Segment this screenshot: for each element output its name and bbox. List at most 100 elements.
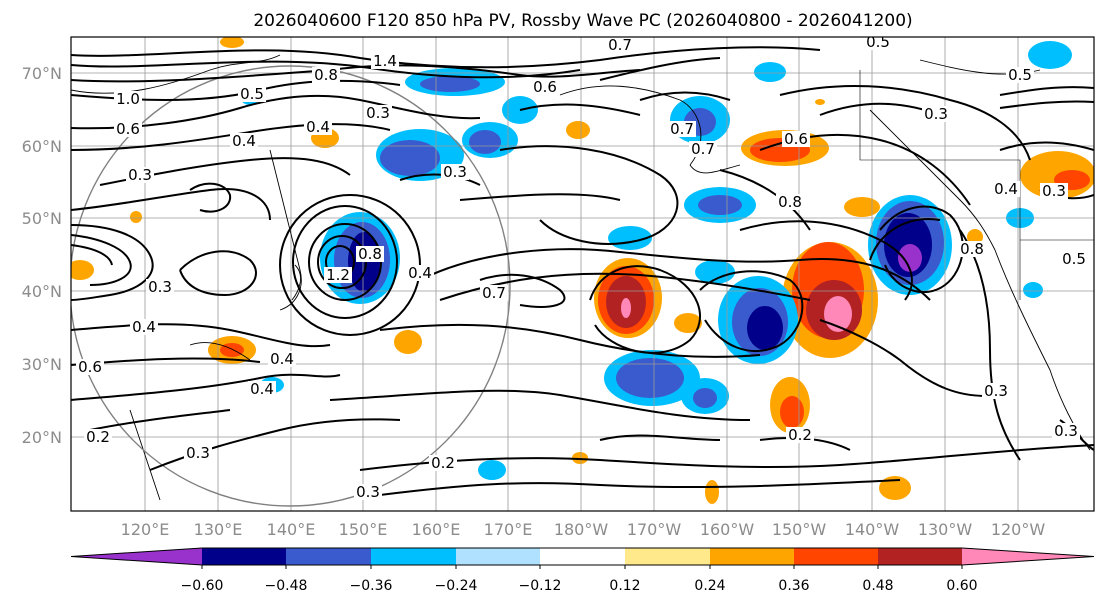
contour-label: 0.4 — [306, 118, 330, 136]
contour-label: 0.3 — [443, 163, 467, 181]
contour-label: 0.3 — [356, 483, 380, 501]
contour-label: 0.4 — [994, 180, 1018, 198]
contour-label-bg — [130, 319, 158, 335]
contour-label: 0.5 — [866, 33, 890, 51]
contour-label-bg — [406, 265, 434, 281]
contour-label-bg — [84, 429, 112, 445]
pv-contour — [459, 193, 621, 201]
anomaly-fill — [698, 195, 742, 215]
pv-contour — [71, 46, 821, 69]
pv-contour — [959, 229, 1021, 461]
contour-label: 0.7 — [608, 36, 632, 54]
contour-label: 0.6 — [784, 130, 808, 148]
contour-label: 0.5 — [240, 85, 264, 103]
pv-contour — [719, 169, 811, 231]
contour-label: 0.8 — [358, 245, 382, 263]
anomaly-fill — [780, 396, 804, 428]
pv-contour — [71, 224, 154, 301]
contour-label: 0.3 — [984, 382, 1008, 400]
colorbar-tick-label: 0.24 — [694, 578, 725, 594]
contour-label-bg — [356, 246, 384, 262]
coastline — [129, 409, 161, 501]
pv-contour — [71, 94, 481, 130]
colorbar-segment — [371, 548, 456, 565]
anomaly-fill — [705, 480, 719, 504]
contour-label-bg — [184, 445, 212, 461]
contour-label: 0.2 — [788, 426, 812, 444]
colorbar-segment — [710, 548, 794, 565]
contour-label-bg — [1040, 183, 1068, 199]
lon-label: 120°E — [121, 520, 170, 539]
anomaly-fill — [754, 62, 786, 82]
pv-contour — [419, 248, 931, 301]
contour-label-bg — [248, 381, 276, 397]
contour-label: 0.4 — [408, 264, 432, 282]
colorbar-segment — [286, 548, 371, 565]
anomaly-fill — [879, 476, 911, 500]
map-frame — [70, 36, 1095, 512]
pv-contour — [499, 145, 679, 245]
pv-contour — [439, 272, 811, 301]
contour-label: 0.4 — [250, 380, 274, 398]
lon-label: 150°E — [339, 520, 388, 539]
contour-label-bg — [689, 141, 717, 157]
contour-label: 0.5 — [1008, 66, 1032, 84]
lon-label: 160°W — [700, 520, 755, 539]
contour-label: 0.3 — [1054, 422, 1078, 440]
pv-contour — [519, 103, 641, 116]
anomaly-fill — [1028, 41, 1072, 69]
coastline — [189, 342, 251, 361]
colorbar-tick-label: 0.36 — [778, 578, 809, 594]
pv-contour — [359, 444, 1094, 471]
contour-label-bg — [268, 351, 296, 367]
contour-label-bg — [312, 67, 340, 83]
lon-label: 140°E — [267, 520, 316, 539]
contour-label: 0.3 — [186, 444, 210, 462]
anomaly-fill — [616, 358, 684, 398]
colorbar-segment — [794, 548, 878, 565]
contour-label: 0.5 — [1062, 250, 1086, 268]
anomaly-fill — [469, 130, 501, 154]
colorbar-tick-label: −0.60 — [181, 578, 224, 594]
contour-label: 0.2 — [86, 428, 110, 446]
contour-label: 0.3 — [366, 104, 390, 122]
colorbar-tick-label: −0.12 — [519, 578, 562, 594]
lon-label: 170°E — [484, 520, 533, 539]
contour-label-bg — [114, 91, 142, 107]
anomaly-fill — [130, 211, 142, 223]
contour-label-bg — [922, 106, 950, 122]
anomaly-fill — [844, 197, 880, 217]
coastline — [869, 109, 996, 251]
anomaly-fill — [695, 260, 735, 284]
lon-label: 130°W — [918, 520, 973, 539]
colorbar-segment — [878, 548, 962, 565]
pv-contour — [739, 220, 913, 301]
anomaly-fill — [220, 37, 244, 48]
lon-label: 130°E — [194, 520, 243, 539]
contour-label-bg — [371, 53, 399, 69]
figure-title: 2026040600 F120 850 hPa PV, Rossby Wave … — [253, 11, 912, 31]
pv-contour — [779, 84, 1031, 161]
anomaly-fill — [621, 298, 631, 318]
contour-label-bg — [668, 121, 696, 137]
contour-label-bg — [1006, 67, 1034, 83]
contour-label: 0.4 — [270, 350, 294, 368]
pv-contour — [379, 479, 901, 496]
pv-contour — [179, 250, 257, 297]
pv-contour — [599, 57, 721, 81]
contour-label-bg — [786, 427, 814, 443]
contour-label: 0.8 — [778, 193, 802, 211]
coastline — [559, 85, 702, 166]
contour-label: 0.2 — [431, 454, 455, 472]
contour-label-bg — [982, 383, 1010, 399]
anomaly-fill — [420, 76, 480, 92]
contour-label-bg — [958, 241, 986, 257]
anomaly-fill — [566, 121, 590, 139]
lon-label: 180°W — [554, 520, 609, 539]
lon-label: 140°W — [845, 520, 900, 539]
pv-contour — [699, 270, 804, 352]
contour-label: 0.6 — [78, 358, 102, 376]
colorbar-tick-label: 0.60 — [946, 578, 977, 594]
contour-label: 0.3 — [924, 105, 948, 123]
lat-label: 70°N — [22, 64, 62, 83]
